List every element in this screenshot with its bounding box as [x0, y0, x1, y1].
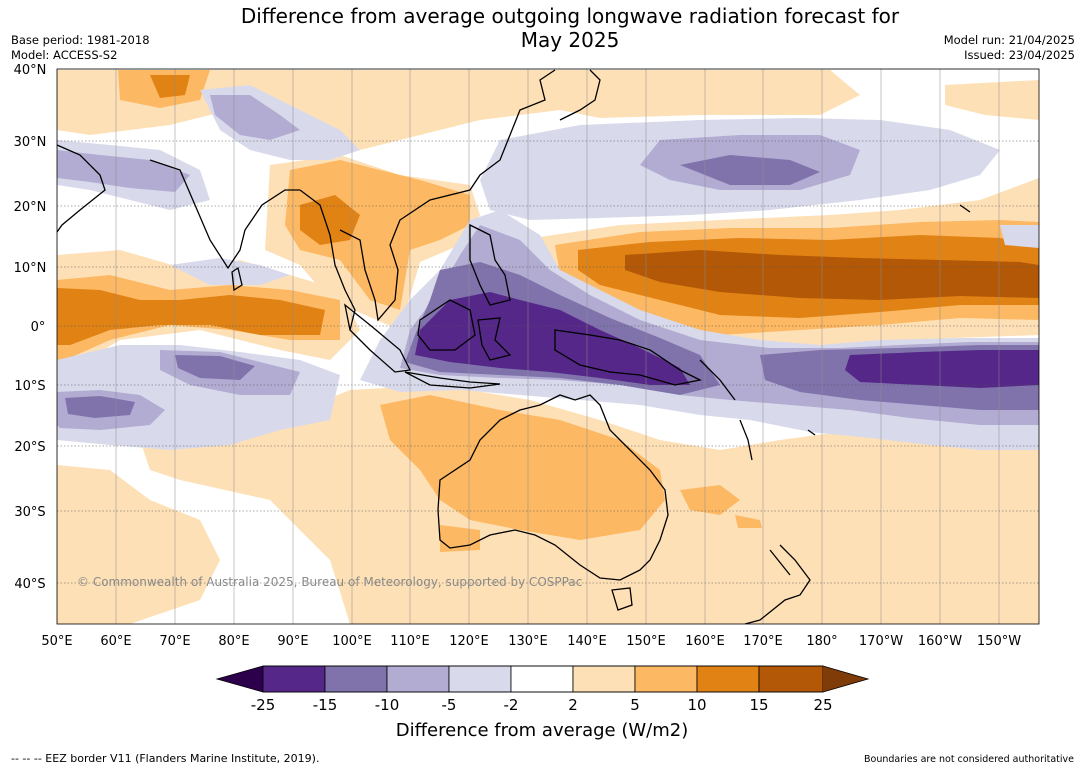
- lon-label: 110°E: [390, 634, 430, 649]
- lat-label: 30°S: [14, 505, 45, 520]
- model-name: Model: ACCESS-S2: [11, 48, 118, 62]
- colorbar-tick: -5: [442, 696, 457, 714]
- coast-indochina: [299, 134, 511, 331]
- coast-africa-arabia: [57, 144, 106, 233]
- map-title: Difference from average outgoing longwav…: [200, 4, 940, 52]
- lon-label: 90°E: [277, 634, 308, 649]
- map-title-line2: May 2025: [520, 28, 620, 52]
- map-fields: [57, 69, 1039, 624]
- lat-label: 30°N: [14, 135, 47, 150]
- lon-label: 60°E: [100, 634, 131, 649]
- longitude-gridlines: [57, 69, 1000, 624]
- coast-australia: [437, 394, 669, 581]
- lon-label: 170°E: [743, 634, 783, 649]
- coast-tasmania: [611, 587, 633, 611]
- copyright-notice: © Commonwealth of Australia 2025, Bureau…: [77, 575, 582, 589]
- colorbar-tick: 2: [568, 696, 578, 714]
- coast-pacific-islands: [699, 204, 971, 461]
- lat-label: 10°N: [14, 261, 47, 276]
- lat-label: 20°N: [14, 200, 47, 215]
- colorbar-bin: [262, 665, 326, 693]
- lon-label: 180°: [806, 634, 837, 649]
- lon-label: 100°E: [332, 634, 372, 649]
- coast-sulawesi: [477, 317, 512, 361]
- colorbar-bin: [572, 665, 636, 693]
- lon-label: 170°W: [859, 634, 903, 649]
- colorbar-tick: 5: [630, 696, 640, 714]
- coast-sumatra: [344, 303, 411, 373]
- colorbar-tick: 25: [813, 696, 832, 714]
- coast-sri-lanka: [231, 266, 243, 292]
- boundary-disclaimer: Boundaries are not considered authoritat…: [864, 754, 1074, 765]
- colorbar: -25 -15 -10 -5 -2 2 5 10 15 25 Differenc…: [215, 665, 870, 741]
- lon-label: 120°E: [449, 634, 489, 649]
- colorbar-title: Difference from average (W/m2): [396, 720, 688, 741]
- model-run: Model run: 21/04/2025: [943, 33, 1075, 47]
- lon-label: 150°E: [626, 634, 666, 649]
- colorbar-tick: -2: [504, 696, 519, 714]
- lon-label: 70°E: [159, 634, 190, 649]
- colorbar-tick: -15: [313, 696, 338, 714]
- colorbar-tick: -25: [251, 696, 276, 714]
- lon-label: 150°W: [977, 634, 1021, 649]
- eez-border-legend: -- -- -- EEZ border V11 (Flanders Marine…: [11, 752, 320, 765]
- base-period: Base period: 1981-2018: [11, 33, 150, 47]
- lon-label: 130°E: [508, 634, 548, 649]
- colorbar-over-arrow: [823, 666, 868, 692]
- coast-japan: [559, 69, 601, 121]
- colorbar-under-arrow: [217, 666, 263, 692]
- lat-label: 40°S: [14, 577, 45, 592]
- colorbar-bin: [696, 665, 760, 693]
- coast-java: [404, 371, 501, 389]
- colorbar-bin: [324, 665, 388, 693]
- colorbar-tick: 10: [687, 696, 706, 714]
- colorbar-tick: -10: [375, 696, 400, 714]
- lat-label: 0°: [31, 320, 46, 335]
- colorbar-bin: [510, 665, 574, 693]
- meta-right: Model run: 21/04/2025 Issued: 23/04/2025: [944, 33, 1075, 63]
- colorbar-bin: [758, 665, 824, 693]
- colorbar-bin: [634, 665, 698, 693]
- coast-new-zealand: [744, 544, 811, 624]
- lon-label: 140°E: [567, 634, 607, 649]
- issued-date: Issued: 23/04/2025: [964, 48, 1075, 62]
- coast-new-guinea: [554, 329, 702, 386]
- latitude-labels: 40°N 30°N 20°N 10°N 0° 10°S 20°S 30°S 40…: [14, 63, 47, 592]
- lat-label: 10°S: [14, 379, 45, 394]
- coastlines: [57, 69, 971, 624]
- lat-label: 40°N: [14, 63, 47, 78]
- lon-label: 50°E: [41, 634, 72, 649]
- lon-label: 160°W: [918, 634, 962, 649]
- coast-philippines: [469, 223, 511, 306]
- anomaly-15-to-25: [625, 250, 1039, 300]
- map-frame: [56, 68, 1040, 625]
- coast-india: [149, 159, 300, 270]
- longitude-labels: 50°E 60°E 70°E 80°E 90°E 100°E 110°E 120…: [41, 634, 1021, 649]
- meta-left: Base period: 1981-2018 Model: ACCESS-S2: [11, 33, 150, 63]
- lon-label: 80°E: [218, 634, 249, 649]
- colorbar-bin: [386, 665, 450, 693]
- map-title-line1: Difference from average outgoing longwav…: [240, 4, 900, 28]
- colorbar-tick: 15: [749, 696, 768, 714]
- coast-china-north: [509, 69, 556, 136]
- latitude-gridlines: [57, 69, 1039, 584]
- colorbar-bin: [448, 665, 512, 693]
- anomaly-minus15-to-minus25: [415, 292, 1039, 388]
- lon-label: 160°E: [685, 634, 725, 649]
- coast-borneo: [417, 299, 476, 351]
- lat-label: 20°S: [14, 440, 45, 455]
- colorbar-outline: [215, 665, 870, 693]
